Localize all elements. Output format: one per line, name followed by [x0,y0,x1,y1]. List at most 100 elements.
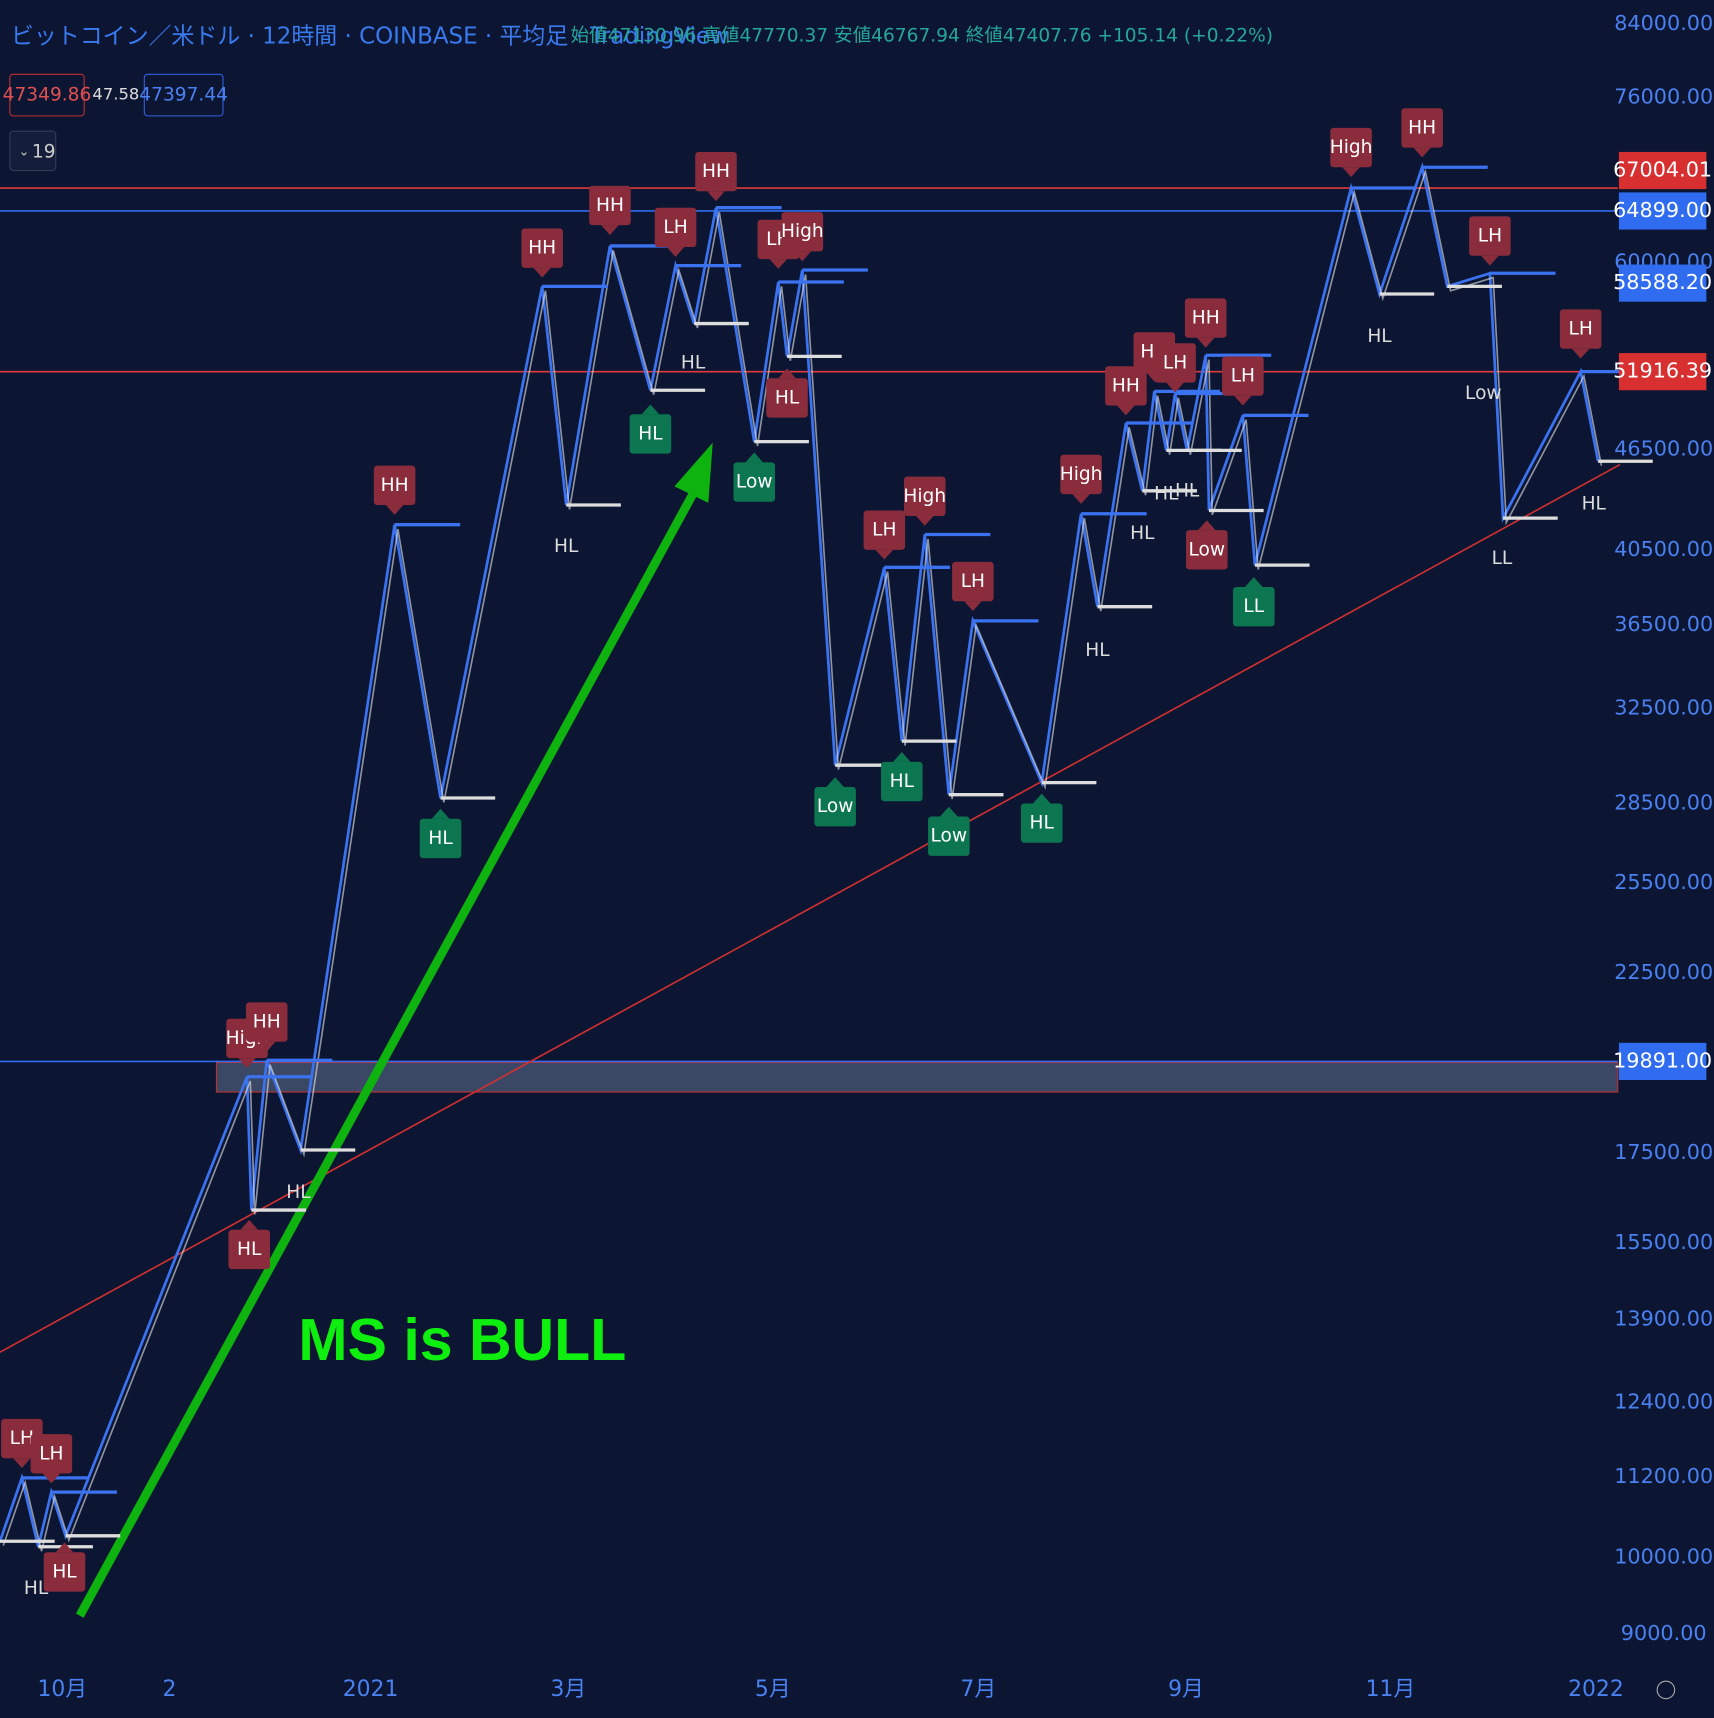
price-tag [1618,264,1707,302]
green-marker-label: HL [1030,813,1055,834]
price-axis-label: 11200.00 [1614,1464,1713,1488]
red-marker-pointer [1571,348,1590,359]
red-marker-pointer [1234,395,1252,406]
settings-icon[interactable] [1656,1680,1676,1700]
price-axis-label: 22500.00 [1614,960,1713,984]
green-marker [419,818,462,859]
green-marker-label: HL [890,771,915,792]
red-marker-pointer [964,601,982,612]
red-marker [1184,298,1227,338]
time-axis-label: 9月 [1168,1677,1204,1702]
red-marker-pointer [42,1473,61,1484]
price-axis-label: 25500.00 [1614,870,1713,894]
red-marker [1186,530,1228,570]
swing-label: HL [1085,640,1110,661]
red-marker-pointer [875,549,894,560]
time-axis-label: 11月 [1366,1677,1416,1702]
red-marker-pointer [916,515,934,526]
zigzag-shadow [2,168,1603,1552]
trend-line [0,463,1621,1353]
red-marker-pointer [238,1058,256,1068]
red-marker-pointer [55,1542,74,1553]
swing-label: HL [1130,523,1155,544]
red-marker [1105,366,1147,406]
red-marker-pointer [1117,405,1135,416]
red-marker-label: LH [663,217,687,238]
green-marker-pointer [1245,577,1263,588]
red-marker-label: HH [1112,375,1140,396]
spread: 47.58 [92,85,139,104]
red-marker-pointer [769,259,788,269]
green-marker-pointer [826,777,844,788]
red-marker [781,212,824,252]
red-marker-pointer [1342,167,1360,178]
green-marker [928,816,970,856]
green-marker [1020,803,1063,843]
red-marker-pointer [1481,255,1499,266]
price-axis-label: 12400.00 [1614,1389,1713,1413]
red-marker-label: HL [775,387,800,408]
red-marker [1330,127,1372,168]
red-marker [1060,454,1102,495]
indicator-count: 19 [32,141,56,162]
swing-label: HL [286,1182,311,1203]
swing-label: LL [1492,548,1513,569]
red-marker-pointer [707,191,725,202]
red-marker-label: LH [1568,319,1592,340]
time-axis-label: 2 [162,1677,176,1702]
price-axis-label: 9000.00 [1621,1621,1707,1645]
zone [215,1061,1619,1093]
red-marker-pointer [1413,147,1431,158]
price-tag [1618,1042,1707,1080]
red-marker-pointer [385,505,404,515]
green-marker-pointer [431,808,450,819]
red-marker [228,1229,270,1270]
red-marker [695,151,737,192]
time-axis-label: 2021 [343,1677,399,1702]
red-marker [1401,108,1443,148]
red-marker [589,185,631,226]
red-marker-label: LH [39,1443,63,1464]
bid: 47349.86 [3,85,92,106]
red-marker-label: HH [381,475,409,496]
price-axis-label: 13900.00 [1614,1306,1713,1330]
price-tag-label: 67004.01 [1613,158,1712,182]
red-marker-label: HH [596,195,624,216]
price-tag-label: 19891.00 [1613,1048,1712,1072]
green-marker-label: HL [638,423,663,444]
price-axis-label: 40500.00 [1614,537,1713,561]
price-tag [1618,353,1707,391]
red-marker-label: High [903,486,946,507]
green-marker [629,414,672,454]
green-marker-label: Low [736,472,773,493]
red-marker-pointer [1198,520,1216,531]
red-marker-label: LH [1163,352,1187,373]
bid-box [9,73,85,117]
red-marker-pointer [1072,494,1090,504]
time-axis-label: 10月 [37,1677,87,1702]
red-marker [521,228,563,268]
red-marker-label: HH [528,238,556,259]
price-axis-label: 46500.00 [1614,436,1713,460]
green-marker [733,462,776,502]
green-marker [1233,587,1275,627]
red-marker [43,1552,86,1592]
indicator-toggle[interactable] [9,130,57,172]
green-marker-pointer [940,806,958,817]
green-marker-label: LL [1243,596,1264,617]
red-marker [1222,356,1264,396]
red-marker [1154,343,1196,383]
red-marker-label: High [1330,137,1373,158]
green-marker-pointer [893,752,911,762]
red-marker-pointer [1166,382,1184,393]
red-marker [373,465,416,506]
red-marker [904,476,946,516]
annotation: MS is BULL [298,1307,626,1373]
price-tag-label: 51916.39 [1613,359,1712,383]
time-axis-label: 2022 [1568,1677,1624,1702]
red-marker [654,207,697,248]
red-marker [245,1002,288,1042]
swing-label: HL [24,1578,49,1599]
red-marker-pointer [240,1219,258,1230]
